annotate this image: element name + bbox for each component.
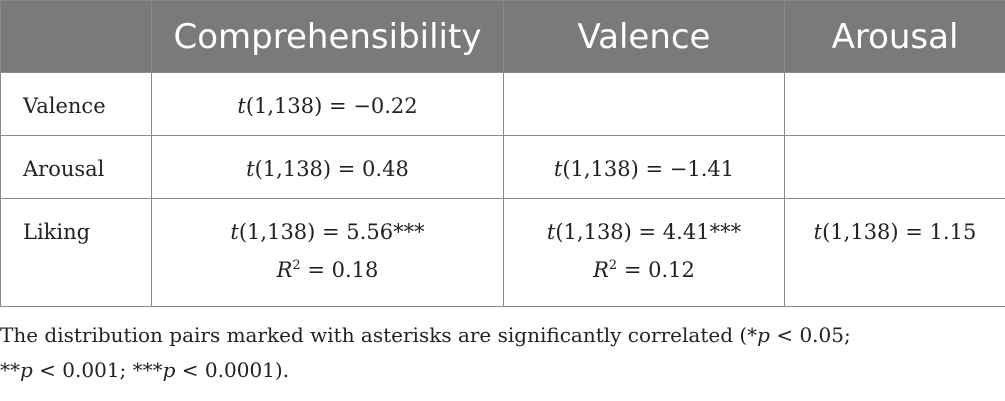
row-label: Valence xyxy=(0,72,152,136)
header-comprehensibility: Comprehensibility xyxy=(151,0,504,73)
header-valence: Valence xyxy=(503,0,785,73)
table-footnote: The distribution pairs marked with aster… xyxy=(0,323,851,382)
table-cell xyxy=(784,135,1005,199)
table-row: Arousal t(1,138) = 0.48 t(1,138) = −1.41 xyxy=(0,135,1005,199)
table-cell: t(1,138) = 1.15 xyxy=(784,198,1005,307)
table-cell: t(1,138) = −0.22 xyxy=(151,72,504,136)
correlation-table: Comprehensibility Valence Arousal Valenc… xyxy=(0,0,1005,307)
table-cell: t(1,138) = 0.48 xyxy=(151,135,504,199)
table-row: Liking t(1,138) = 5.56*** R2 = 0.18 t(1,… xyxy=(0,198,1005,307)
table-cell: t(1,138) = 4.41*** R2 = 0.12 xyxy=(503,198,785,307)
header-empty xyxy=(0,0,152,73)
table-cell xyxy=(503,72,785,136)
table-row: Valence t(1,138) = −0.22 xyxy=(0,72,1005,136)
table-cell: t(1,138) = −1.41 xyxy=(503,135,785,199)
header-row: Comprehensibility Valence Arousal xyxy=(0,0,1005,73)
table-cell: t(1,138) = 5.56*** R2 = 0.18 xyxy=(151,198,504,307)
row-label: Arousal xyxy=(0,135,152,199)
table-cell xyxy=(784,72,1005,136)
row-label: Liking xyxy=(0,198,152,307)
header-arousal: Arousal xyxy=(784,0,1005,73)
